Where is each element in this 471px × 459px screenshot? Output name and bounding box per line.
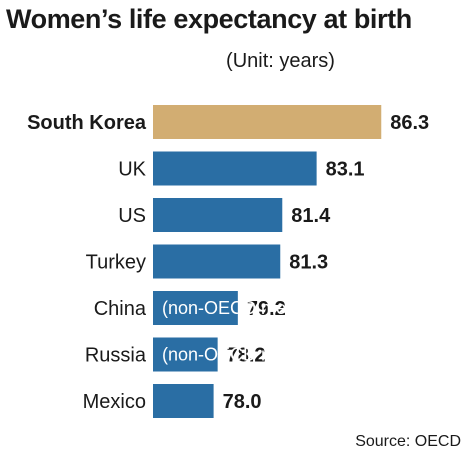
category-label: US	[118, 205, 146, 227]
bar-mexico	[153, 384, 214, 418]
bar-south-korea	[153, 105, 382, 139]
non-oecd-note: (non-OECD member)	[162, 345, 333, 365]
value-label: 83.1	[326, 159, 365, 181]
category-label: South Korea	[27, 112, 147, 134]
bar-us	[153, 198, 283, 232]
chart-title: Women’s life expectancy at birth	[6, 4, 412, 34]
category-label: Russia	[85, 345, 147, 367]
category-label: Mexico	[83, 391, 146, 413]
bar-russia	[153, 337, 218, 372]
value-label: 81.3	[289, 252, 328, 274]
category-label: UK	[118, 159, 146, 181]
value-label: 81.4	[291, 205, 331, 227]
category-label: Turkey	[86, 252, 146, 274]
source-note: Source: OECD	[355, 433, 461, 450]
bar-china	[153, 291, 238, 325]
chart-subtitle: (Unit: years)	[226, 50, 335, 72]
value-label: 86.3	[390, 112, 429, 134]
bar-uk	[153, 151, 317, 186]
value-label: 79.2	[247, 298, 286, 320]
value-label: 78.0	[223, 391, 262, 413]
non-oecd-note: (non-OECD member)	[162, 298, 333, 318]
value-label: 78.2	[227, 345, 266, 367]
bar-turkey	[153, 244, 281, 279]
category-label: China	[94, 298, 147, 320]
